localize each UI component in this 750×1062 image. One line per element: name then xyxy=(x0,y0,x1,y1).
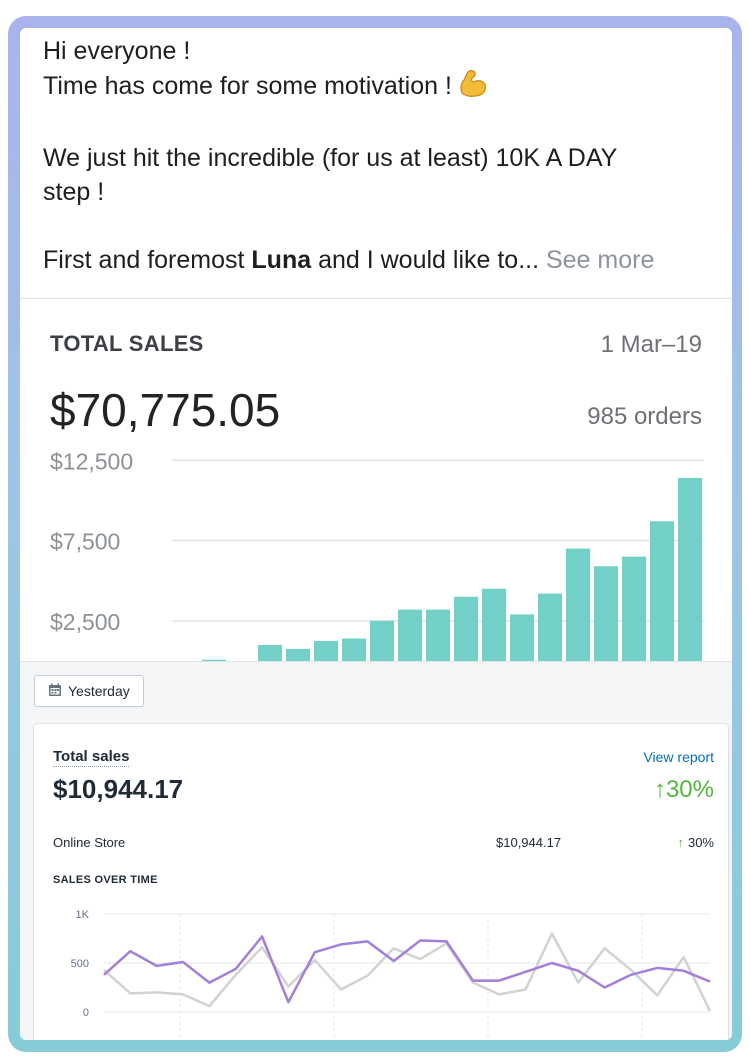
sales-bar xyxy=(285,648,311,661)
sales-bar xyxy=(453,596,479,661)
post-divider xyxy=(20,298,732,299)
sales-over-time-line-chart: 1K 500 0 xyxy=(71,909,712,1040)
channel-change-value: 30% xyxy=(687,835,714,850)
flexed-biceps-icon xyxy=(456,68,488,107)
sales-bar xyxy=(649,521,675,661)
total-sales-screenshot: TOTAL SALES 1 Mar–19 $70,775.05 985 orde… xyxy=(20,299,732,661)
post-text: Hi everyone ! Time has come for some mot… xyxy=(20,28,732,298)
bar-y-tick-label: $7,500 xyxy=(50,529,120,555)
sales-bar xyxy=(509,614,535,661)
total-sales-title: TOTAL SALES xyxy=(50,331,204,356)
sales-bar xyxy=(257,644,283,661)
calendar-icon xyxy=(48,683,62,700)
channel-name: Online Store xyxy=(53,835,126,850)
bar-y-tick-label: $12,500 xyxy=(50,449,133,474)
panel-sales-change: ↑30% xyxy=(653,776,714,803)
total-sales-date-range: 1 Mar–19 xyxy=(600,331,702,358)
bar-y-tick-label: $2,500 xyxy=(50,609,120,635)
post-thanks-pre: First and foremost xyxy=(43,246,252,274)
sales-bar xyxy=(313,640,339,661)
date-range-label: Yesterday xyxy=(68,683,130,699)
line-y-tick-label: 500 xyxy=(71,958,89,970)
sales-bar xyxy=(201,659,227,661)
sales-bar xyxy=(425,609,451,661)
arrow-up-icon: ↑ xyxy=(677,835,684,850)
sales-bar xyxy=(369,620,395,661)
sales-bar xyxy=(537,593,563,661)
post-line-motivation-text: Time has come for some motivation ! xyxy=(43,72,452,100)
sales-bar xyxy=(341,638,367,661)
analytics-screenshot: Yesterday Total sales View report $10,94… xyxy=(20,661,732,1040)
post-line-greeting: Hi everyone ! xyxy=(43,37,191,65)
sales-bar xyxy=(593,566,619,661)
line-y-tick-label: 0 xyxy=(83,1007,89,1019)
sales-bar xyxy=(565,548,591,661)
sales-over-time-label: SALES OVER TIME xyxy=(53,874,158,886)
sales-line-series xyxy=(103,935,711,1004)
total-sales-orders: 985 orders xyxy=(587,403,702,430)
panel-total-sales-amount: $10,944.17 xyxy=(53,774,184,804)
total-sales-panel: Total sales View report $10,944.17 ↑30% … xyxy=(34,724,728,1040)
see-more-link[interactable]: See more xyxy=(539,246,655,274)
post-line-thanks: First and foremost Luna and I would like… xyxy=(43,243,732,277)
date-range-button[interactable]: Yesterday xyxy=(34,675,144,707)
sales-bar xyxy=(481,588,507,661)
post-thanks-name: Luna xyxy=(251,246,312,274)
sales-bar xyxy=(397,609,423,661)
channel-change: ↑ 30% xyxy=(677,835,714,850)
post-card: Hi everyone ! Time has come for some mot… xyxy=(20,28,732,1040)
post-thanks-post: and I would like to... xyxy=(311,246,540,274)
panel-total-sales-label[interactable]: Total sales xyxy=(53,748,130,767)
total-sales-bar-chart: $12,500 $7,500 $2,500 xyxy=(50,449,704,661)
line-y-tick-label: 1K xyxy=(76,909,90,921)
sales-bar xyxy=(677,477,703,661)
channel-amount: $10,944.17 xyxy=(496,835,562,850)
post-line-motivation: Time has come for some motivation ! xyxy=(43,68,732,107)
sales-bar xyxy=(621,556,647,661)
sales-line-series xyxy=(103,932,712,1012)
post-line-milestone: We just hit the incredible (for us at le… xyxy=(43,144,618,172)
total-sales-amount: $70,775.05 xyxy=(50,384,281,436)
post-line-step: step ! xyxy=(43,178,105,206)
view-report-link[interactable]: View report xyxy=(643,749,714,765)
